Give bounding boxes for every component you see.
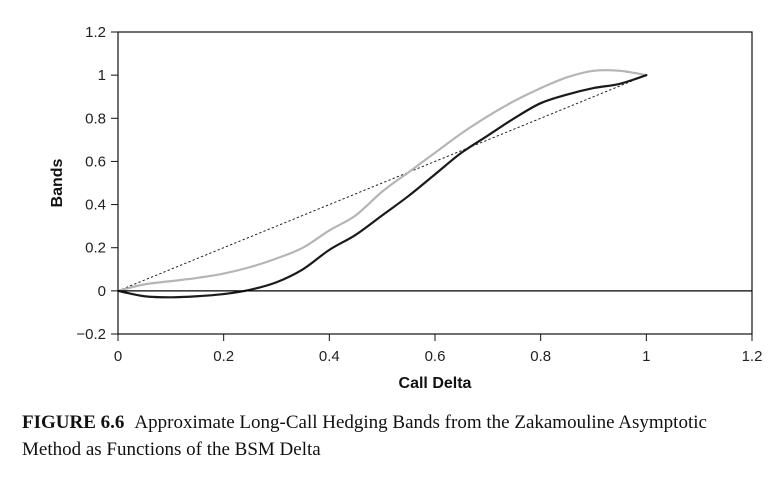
figure-caption-text: Approximate Long-Call Hedging Bands from… [22,412,707,460]
y-tick-label: 0.8 [85,110,106,127]
dotted-line [117,74,647,292]
plot-frame [117,31,753,335]
y-tick-label: 0.6 [85,153,106,170]
x-tick-label: 0 [114,348,122,365]
x-axis-label: Call Delta [399,375,472,392]
figure-caption: FIGURE 6.6 Approximate Long-Call Hedging … [22,409,762,463]
y-tick-label: 0 [98,283,106,300]
x-tick-label: 0.6 [425,348,446,365]
upper-band-line [116,69,648,292]
x-tick-label: 1 [642,348,650,365]
y-tick-label: 0.4 [85,197,106,214]
x-tick-label: 1.2 [742,348,763,365]
y-tick-label: 1 [98,67,106,84]
figure-caption-label: FIGURE 6.6 [22,412,125,433]
x-tick-label: 0.2 [213,348,234,365]
x-tick-label: 0.4 [319,348,340,365]
y-axis-ticks: −0.2 0 0.2 0.4 0.6 0.8 1 1.2 [76,24,118,343]
y-tick-label: 1.2 [85,24,106,41]
x-axis-ticks: 0 0.2 0.4 0.6 0.8 1 1.2 [114,334,763,365]
x-tick-label: 0.8 [530,348,551,365]
lower-band-line [116,74,648,299]
series-layer [116,69,753,299]
y-tick-label: −0.2 [76,326,106,343]
y-tick-label: 0.2 [85,240,106,257]
chart: −0.200.20.40.60.811.2 0 0.2 0.4 0.6 0.8 1 1.2 … [49,24,763,392]
y-axis-label: Bands [49,158,66,207]
